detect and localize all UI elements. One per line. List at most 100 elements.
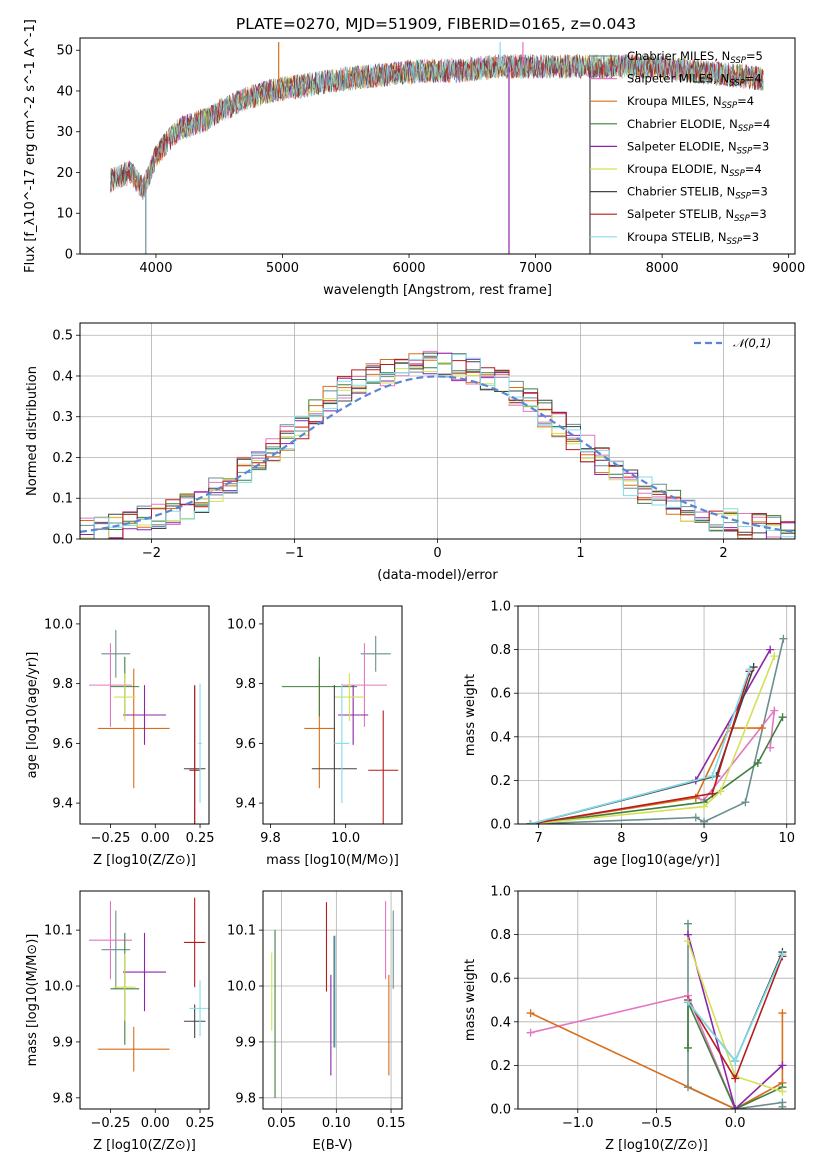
mass-vs-Z-frame	[79, 890, 210, 1110]
x-tick-label: 10.0	[331, 831, 360, 846]
mass-vs-EBV-axes: 0.05 0.10 0.15 9.8 9.9 10.0 10.1 E(B-V)	[227, 891, 406, 1153]
x-tick-label: 0.00	[141, 1116, 170, 1131]
age-vs-mass-frame	[262, 605, 403, 825]
y-tick-label: 0.2	[52, 451, 73, 466]
y-tick-label: 30	[56, 125, 73, 140]
mass-weight-marker	[526, 1009, 535, 1018]
x-tick-label: 0.25	[186, 1116, 215, 1131]
x-axis-label: Z [log10(Z/Z⊙)]	[93, 1138, 196, 1153]
y-tick-label: 10.0	[227, 617, 256, 632]
mass-weight-marker	[708, 772, 717, 781]
mass-weight-marker	[778, 950, 787, 959]
x-tick-label: 0.05	[267, 1116, 296, 1131]
x-axis-label: mass [log10(M/M⊙)]	[266, 853, 399, 868]
x-tick-label: 7000	[519, 261, 552, 276]
legend-label: Kroupa STELIB, NSSP=3	[627, 230, 759, 247]
mass-weight-marker	[778, 713, 787, 722]
mass-weight-series	[687, 934, 783, 1109]
mass-weight-marker	[683, 1043, 692, 1052]
y-tick-label: 1.0	[490, 600, 511, 615]
x-axis-label: (data-model)/error	[377, 568, 498, 583]
x-tick-label: 2	[719, 546, 727, 561]
x-tick-label: 10	[778, 831, 795, 846]
mass-weight-marker	[526, 820, 535, 824]
mass-weight-marker	[778, 1009, 787, 1018]
y-tick-label: 0.8	[490, 643, 511, 658]
x-tick-label: −0.5	[641, 1116, 673, 1131]
x-tick-label: 4000	[139, 261, 172, 276]
mass-weight-vs-age-lines	[526, 634, 788, 824]
mass-weight-marker	[778, 1102, 787, 1109]
y-tick-label: 0.5	[52, 329, 73, 344]
mass-weight-marker	[766, 743, 775, 752]
y-tick-label: 0.0	[52, 533, 73, 548]
x-tick-label: 5000	[266, 261, 299, 276]
age-vs-mass-errorbars	[281, 635, 399, 824]
y-tick-label: 1.0	[490, 885, 511, 900]
x-tick-label: 7	[535, 831, 543, 846]
x-tick-label: 8000	[646, 261, 679, 276]
mass-weight-series	[695, 707, 776, 801]
x-tick-label: 6000	[392, 261, 425, 276]
y-tick-label: 0.2	[490, 774, 511, 789]
spectrum-frame	[79, 37, 796, 255]
age-vs-Z-frame	[79, 605, 210, 825]
mass-vs-Z-axes: −0.25 0.00 0.25 9.8 9.9 10.0 10.1 Z [log10(Z/Z⊙…	[25, 924, 215, 1153]
mass-weight-vs-age-axes: 7 8 9 10 0.0 0.2 0.4 0.6 0.8 1.0 age [log10(age/yr…	[463, 600, 795, 869]
mass-weight-marker	[757, 724, 766, 733]
x-axis-label: Z [log10(Z/Z⊙)]	[93, 853, 196, 868]
y-tick-label: 10.0	[227, 980, 256, 995]
legend-label: Kroupa ELODIE, NSSP=4	[627, 162, 762, 179]
x-tick-label: 0.15	[377, 1116, 406, 1131]
legend-label: 𝒩(0,1)	[733, 336, 771, 350]
mass-weight-marker	[741, 798, 750, 807]
mass-weight-marker	[691, 793, 700, 802]
mass-vs-Z-errorbars	[88, 897, 209, 1072]
mass-weight-marker	[731, 1105, 740, 1109]
mass-weight-marker	[766, 645, 775, 654]
x-axis-label: wavelength [Angstrom, rest frame]	[323, 283, 552, 298]
plot-layer: 4000 5000 6000 7000 8000 900001020304050wavel…	[23, 19, 805, 1153]
legend-label: Chabrier ELODIE, NSSP=4	[627, 117, 770, 134]
x-tick-label: 0.00	[141, 831, 170, 846]
residuals-axes: −2 −1 0 1 2 0.0 0.1 0.2 0.3 0.4 0.5 (data-model)/er…	[25, 323, 795, 583]
x-tick-label: −2	[142, 546, 161, 561]
mass-weight-marker	[683, 937, 692, 946]
mass-weight-marker	[700, 802, 709, 811]
mass-weight-vs-age-frame	[517, 605, 796, 825]
mass-vs-EBV-frame	[262, 890, 403, 1110]
figure-title: PLATE=0270, MJD=51909, FIBERID=0165, z=0…	[236, 15, 636, 33]
y-tick-label: 0.4	[52, 369, 73, 384]
mass-weight-marker	[753, 758, 762, 767]
x-tick-label: 9000	[772, 261, 805, 276]
mass-weight-series	[530, 668, 751, 824]
mass-weight-marker	[683, 998, 692, 1007]
y-tick-label: 0.6	[490, 687, 511, 702]
y-tick-label: 0.3	[52, 410, 73, 425]
mass-weight-marker	[716, 787, 725, 796]
x-axis-label: Z [log10(Z/Z⊙)]	[605, 1138, 708, 1153]
y-tick-label: 10.0	[44, 617, 73, 632]
residuals-frame	[79, 322, 796, 540]
y-tick-label: 10.0	[44, 980, 73, 995]
x-tick-label: 0	[433, 546, 441, 561]
mass-weight-marker	[779, 634, 788, 643]
y-tick-label: 0.1	[52, 492, 73, 507]
legend-label: Salpeter STELIB, NSSP=3	[627, 207, 767, 224]
y-tick-label: 0.2	[490, 1059, 511, 1074]
age-vs-Z-errorbars	[88, 629, 206, 824]
x-tick-label: −0.25	[91, 1116, 131, 1131]
y-axis-label: age [log10(age/yr)]	[25, 652, 40, 779]
x-axis-label: age [log10(age/yr)]	[593, 853, 720, 868]
x-tick-label: 0.25	[186, 831, 215, 846]
x-tick-label: 1	[576, 546, 584, 561]
x-tick-label: 0.10	[322, 1116, 351, 1131]
y-tick-label: 9.8	[52, 677, 73, 692]
mass-weight-series	[530, 671, 751, 824]
y-tick-label: 20	[56, 166, 73, 181]
y-tick-label: 10.1	[44, 924, 73, 939]
y-tick-label: 40	[56, 84, 73, 99]
y-axis-label: mass [log10(M/M⊙)]	[25, 934, 40, 1067]
mass-vs-EBV-errorbars	[271, 901, 394, 1098]
mass-weight-series	[687, 1001, 783, 1109]
